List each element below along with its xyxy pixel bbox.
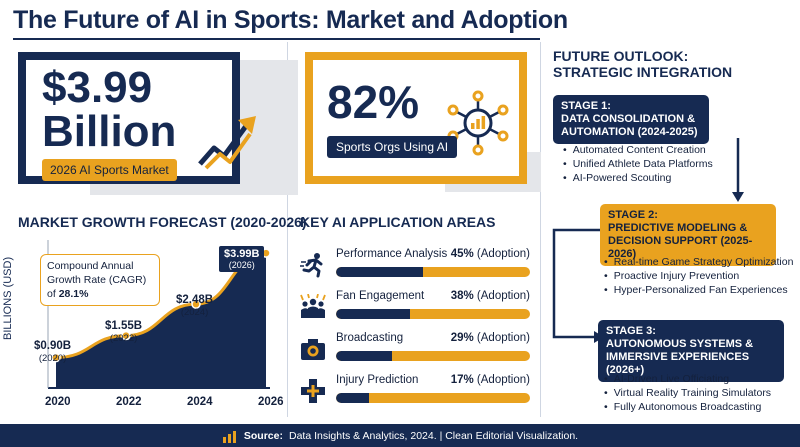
- outlook-heading: FUTURE OUTLOOK: STRATEGIC INTEGRATION: [553, 48, 733, 80]
- growth-y-axis-label: BILLIONS (USD): [2, 256, 14, 340]
- data-label-year: (2026): [228, 260, 255, 270]
- x-tick-label: 2024: [187, 396, 213, 408]
- cagr-value: 28.1%: [58, 288, 89, 300]
- list-item: AI-Powered Scouting: [563, 171, 713, 185]
- list-item: Unified Athlete Data Platforms: [563, 157, 713, 171]
- column-divider-right: [540, 42, 541, 417]
- market-amount: $3.99: [42, 63, 153, 112]
- application-row: Performance Analysis 45% (Adoption): [300, 246, 532, 286]
- stage-title: STAGE 1:: [561, 100, 611, 112]
- application-name: Broadcasting: [336, 332, 404, 344]
- cagr-callout: Compound Annual Growth Rate (CAGR) of 28…: [40, 254, 160, 306]
- stage-3-bullets: AI-Driven Live Officiating Virtual Reali…: [604, 372, 771, 414]
- data-label-year: (2020): [38, 353, 67, 364]
- adoption-bar-track: [336, 267, 530, 277]
- source-text: Data Insights & Analytics, 2024. | Clean…: [288, 429, 579, 442]
- list-item: Automated Content Creation: [563, 143, 713, 157]
- camera-icon: [301, 339, 325, 360]
- page-title: The Future of AI in Sports: Market and A…: [13, 6, 568, 34]
- cagr-text: Compound Annual Growth Rate (CAGR) of: [47, 260, 147, 300]
- stage-title: STAGE 2:: [608, 209, 658, 221]
- stage-2-bullets: Real-time Game Strategy Optimization Pro…: [604, 255, 794, 297]
- x-tick-label: 2020: [45, 396, 71, 408]
- stage-title: STAGE 3:: [606, 325, 656, 337]
- x-tick-label: 2022: [116, 396, 142, 408]
- adoption-tag: Sports Orgs Using AI: [327, 136, 458, 158]
- application-value: 38% (Adoption): [450, 290, 530, 302]
- network-analytics-icon: [447, 90, 509, 156]
- list-item: Hyper-Personalized Fan Experiences: [604, 283, 793, 297]
- title-divider: [13, 38, 540, 40]
- application-value: 45% (Adoption): [450, 248, 530, 260]
- adoption-bar-fill: [336, 267, 424, 277]
- data-label: $2.48B (2024): [176, 294, 213, 318]
- column-divider-left: [287, 42, 288, 417]
- stage-1-bullets: Automated Content Creation Unified Athle…: [563, 143, 713, 185]
- bar-chart-icon: [222, 430, 236, 443]
- x-tick-label: 2026: [258, 396, 284, 408]
- list-item: Virtual Reality Training Simulators: [604, 386, 771, 400]
- market-size-card: $3.99 Billion 2026 AI Sports Market: [18, 52, 298, 195]
- medical-cross-icon: [301, 379, 325, 403]
- market-tag: 2026 AI Sports Market: [42, 159, 177, 181]
- runner-icon: [300, 253, 323, 278]
- application-value: 29% (Adoption): [450, 332, 530, 344]
- data-label: $0.90B (2020): [34, 340, 71, 364]
- trend-up-icon: [198, 116, 256, 170]
- data-label-highlight: $3.99B (2026): [219, 246, 265, 272]
- adoption-percent: 82%: [327, 76, 420, 128]
- adoption-bar-track: [336, 393, 530, 403]
- list-item: Fully Autonomous Broadcasting: [604, 400, 771, 414]
- data-label-value: $3.99B: [224, 248, 260, 260]
- stage-1-box: STAGE 1: DATA CONSOLIDATION & AUTOMATION…: [553, 95, 709, 144]
- stage-name: DATA CONSOLIDATION & AUTOMATION (2024-20…: [561, 113, 698, 138]
- adoption-bar-fill: [336, 351, 393, 361]
- list-item: Real-time Game Strategy Optimization: [604, 255, 794, 269]
- growth-chart: [18, 236, 280, 411]
- adoption-bar-fill: [336, 309, 410, 319]
- data-label-value: $0.90B: [34, 340, 72, 352]
- growth-chart-svg: [47, 240, 271, 389]
- adoption-card: 82% Sports Orgs Using AI: [305, 52, 541, 192]
- data-point: [191, 299, 201, 309]
- application-name: Fan Engagement: [336, 290, 425, 302]
- application-row: Broadcasting 29% (Adoption): [300, 330, 532, 370]
- series-line: [55, 251, 267, 360]
- data-label-value: $2.48B: [176, 294, 214, 306]
- adoption-bar-track: [336, 351, 530, 361]
- stage-name: AUTONOMOUS SYSTEMS & IMMERSIVE EXPERIENC…: [606, 338, 754, 376]
- market-unit: Billion: [42, 107, 177, 156]
- adoption-bar-track: [336, 309, 530, 319]
- applications-heading: KEY AI APPLICATION AREAS: [300, 214, 496, 230]
- data-label-value: $1.55B: [105, 320, 143, 332]
- adoption-bar-fill: [336, 393, 369, 403]
- data-label-year: (2024): [180, 307, 209, 318]
- data-point: [51, 352, 61, 363]
- data-point: [121, 330, 131, 341]
- application-row: Fan Engagement 38% (Adoption): [300, 288, 532, 328]
- stage-connector-arrows: [552, 138, 744, 343]
- application-value: 17% (Adoption): [450, 374, 530, 386]
- application-row: Injury Prediction 17% (Adoption): [300, 372, 532, 412]
- list-item: Proactive Injury Prevention: [604, 269, 793, 283]
- data-label-year: (2022): [109, 333, 138, 344]
- growth-heading: MARKET GROWTH FORECAST (2020-2026): [18, 214, 307, 230]
- source-label: Source:: [243, 429, 283, 442]
- data-label: $1.55B (2022): [105, 320, 142, 344]
- fans-icon: [300, 294, 326, 318]
- application-name: Performance Analysis: [336, 248, 448, 260]
- footer-bar: Source: Data Insights & Analytics, 2024.…: [0, 424, 800, 447]
- application-name: Injury Prediction: [336, 374, 419, 386]
- list-item: AI-Driven Live Officiating: [604, 372, 771, 386]
